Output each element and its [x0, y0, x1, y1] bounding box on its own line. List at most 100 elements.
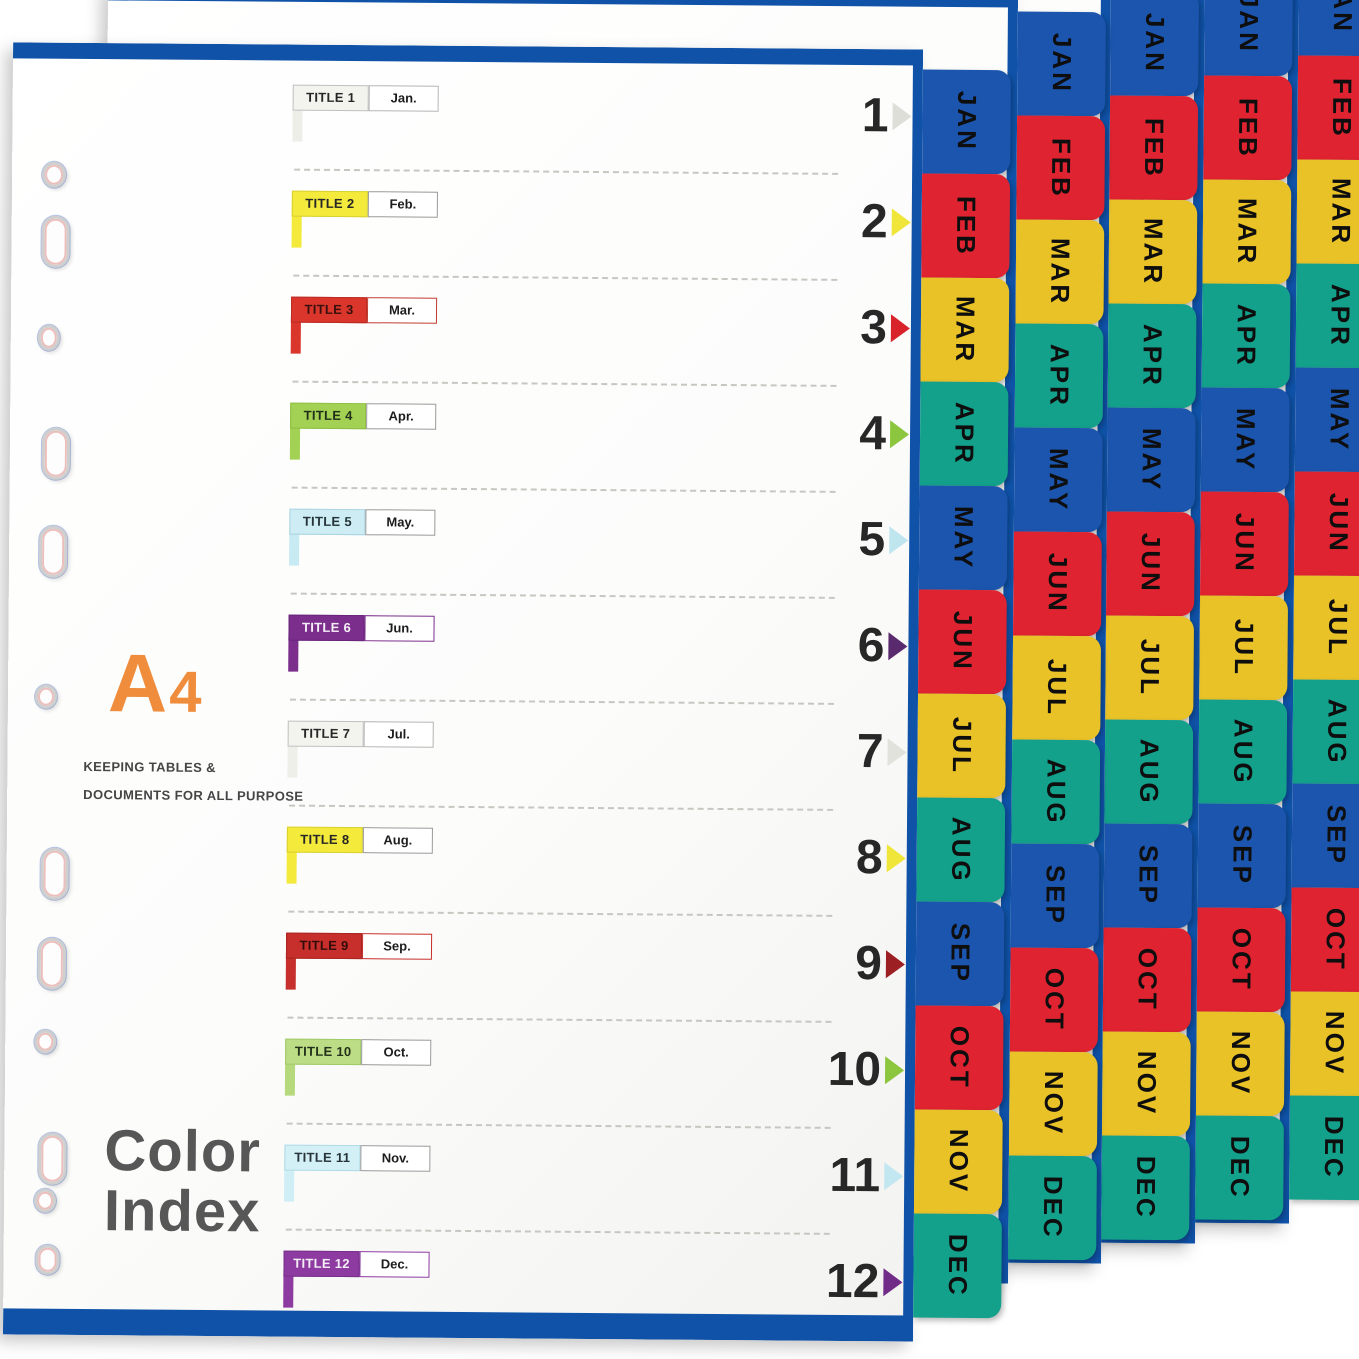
- month-tab: MAR: [1108, 199, 1198, 305]
- month-tab: AUG: [1011, 739, 1101, 845]
- month-tab-label: OCT: [1320, 907, 1351, 972]
- row-title-label: TITLE 10: [285, 1038, 362, 1066]
- month-tab: FEB: [1016, 115, 1106, 221]
- row-arrow-icon: [884, 1162, 904, 1191]
- month-tab: JUN: [1013, 531, 1102, 637]
- month-tab-label: OCT: [944, 1025, 975, 1090]
- month-tab-label: APR: [949, 401, 980, 466]
- month-tab: MAY: [1013, 427, 1103, 533]
- month-tab: FEB: [1109, 95, 1199, 201]
- month-tab: SEP: [1197, 803, 1287, 909]
- binder-hole: [41, 427, 71, 480]
- row-arrow-icon: [883, 1268, 903, 1297]
- binder-hole: [41, 161, 67, 188]
- dashed-writing-line: [290, 592, 835, 599]
- month-tab: JAN: [1204, 0, 1293, 77]
- row-title-label: TITLE 9: [285, 932, 363, 960]
- month-tab-label: SEP: [1133, 845, 1164, 907]
- month-tab: SEP: [1010, 843, 1100, 949]
- index-row: TITLE 2 Feb. 2: [11, 188, 922, 301]
- month-tab: NOV: [1101, 1031, 1191, 1137]
- month-tab-label: OCT: [1039, 967, 1070, 1032]
- binder-hole: [33, 1188, 57, 1213]
- binder-hole: [34, 684, 58, 709]
- month-tab-label: FEB: [1326, 77, 1358, 139]
- month-tab: JAN: [1298, 0, 1359, 57]
- tab-strip: JAN FEB MAR APR MAY JUN: [1008, 11, 1106, 1261]
- month-tab: APR: [1014, 323, 1104, 429]
- month-tab-label: JAN: [1046, 33, 1078, 95]
- month-tab: JUN: [1106, 511, 1195, 617]
- month-tab-label: APR: [1231, 303, 1262, 368]
- month-tab: DEC: [1008, 1155, 1097, 1261]
- row-month-label: Mar.: [366, 297, 438, 324]
- month-tab: NOV: [913, 1109, 1003, 1215]
- dashed-writing-line: [294, 168, 839, 175]
- month-tab-label: JUL: [1134, 638, 1166, 698]
- binder-hole: [35, 1244, 60, 1275]
- tab-strip: JAN FEB MAR APR MAY JUN: [913, 69, 1011, 1319]
- month-tab-label: MAY: [1324, 387, 1356, 453]
- month-tab-label: JUN: [1135, 533, 1167, 595]
- tab-strip: JAN FEB MAR APR MAY JUN: [1289, 0, 1359, 1201]
- row-month-label: Apr.: [366, 403, 437, 430]
- row-title-label: TITLE 7: [287, 720, 364, 748]
- row-title-label: TITLE 12: [283, 1250, 360, 1278]
- index-row: TITLE 8 Aug. 8: [6, 824, 917, 937]
- month-tab: FEB: [921, 173, 1011, 279]
- month-tab: APR: [919, 381, 1009, 487]
- month-tab-label: OCT: [1226, 927, 1257, 992]
- month-tab: SEP: [1291, 783, 1359, 889]
- month-tab: MAY: [918, 485, 1008, 591]
- month-tab-label: APR: [1044, 343, 1075, 408]
- month-tab-label: DEC: [1224, 1135, 1256, 1200]
- row-month-label: Oct.: [361, 1039, 432, 1066]
- row-arrow-icon: [886, 844, 906, 873]
- binder-hole: [37, 937, 67, 990]
- row-number: 8: [855, 831, 883, 885]
- dashed-writing-line: [286, 1122, 831, 1129]
- row-month-label: May.: [365, 509, 436, 536]
- row-month-label: Jun.: [364, 615, 435, 642]
- month-tab: MAR: [1015, 219, 1105, 325]
- row-number: 11: [829, 1148, 881, 1203]
- color-index-line-2: Index: [103, 1178, 261, 1245]
- month-tab: JAN: [1110, 0, 1199, 97]
- month-tab-label: OCT: [1132, 947, 1163, 1012]
- month-tab: NOV: [1195, 1011, 1285, 1117]
- index-row: TITLE 3 Mar. 3: [10, 294, 921, 407]
- dashed-writing-line: [292, 380, 837, 387]
- month-tab: OCT: [1009, 947, 1099, 1053]
- month-tab-label: DEC: [1318, 1115, 1350, 1180]
- month-tab: AUG: [1292, 679, 1359, 785]
- month-tab: APR: [1107, 303, 1197, 409]
- row-arrow-icon: [892, 102, 912, 131]
- month-tab: AUG: [1198, 699, 1288, 805]
- month-tab-label: MAR: [950, 295, 981, 365]
- month-tab-label: JUN: [947, 611, 979, 673]
- month-tab-label: JUL: [1322, 598, 1354, 658]
- row-month-label: Dec.: [359, 1251, 430, 1278]
- month-tab-label: JAN: [1233, 0, 1265, 55]
- month-tab: OCT: [914, 1005, 1004, 1111]
- row-month-label: Sep.: [361, 933, 433, 960]
- month-tab-label: NOV: [1225, 1031, 1257, 1097]
- binder-hole: [38, 525, 68, 578]
- month-tab-label: APR: [1137, 323, 1168, 388]
- month-tab: MAR: [920, 277, 1010, 383]
- month-tab: APR: [1295, 263, 1359, 369]
- row-number: 9: [854, 937, 883, 991]
- row-number: 4: [859, 407, 887, 461]
- tab-strip: JAN FEB MAR APR MAY JUN: [1195, 0, 1293, 1221]
- month-tab: JUL: [1105, 615, 1195, 721]
- a4-letter: A: [107, 638, 168, 730]
- row-arrow-icon: [884, 1056, 905, 1085]
- binder-hole: [37, 324, 60, 351]
- month-tab: FEB: [1297, 55, 1359, 161]
- month-tab: MAR: [1296, 159, 1359, 265]
- month-tab: OCT: [1290, 887, 1359, 993]
- index-row: TITLE 9 Sep. 9: [5, 930, 916, 1043]
- month-tab-label: JUL: [1041, 658, 1073, 718]
- month-tab-label: JUN: [1229, 513, 1261, 575]
- row-arrow-icon: [888, 632, 908, 661]
